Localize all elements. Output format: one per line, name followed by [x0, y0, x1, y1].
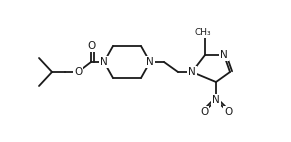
Text: CH₃: CH₃ — [195, 28, 211, 37]
Text: N: N — [188, 67, 196, 77]
Text: O: O — [200, 107, 208, 117]
Text: N: N — [100, 57, 108, 67]
Text: O: O — [87, 41, 95, 51]
Text: N: N — [212, 95, 220, 105]
Text: O: O — [74, 67, 82, 77]
Text: N: N — [146, 57, 154, 67]
Text: N: N — [220, 50, 228, 60]
Text: O: O — [224, 107, 232, 117]
